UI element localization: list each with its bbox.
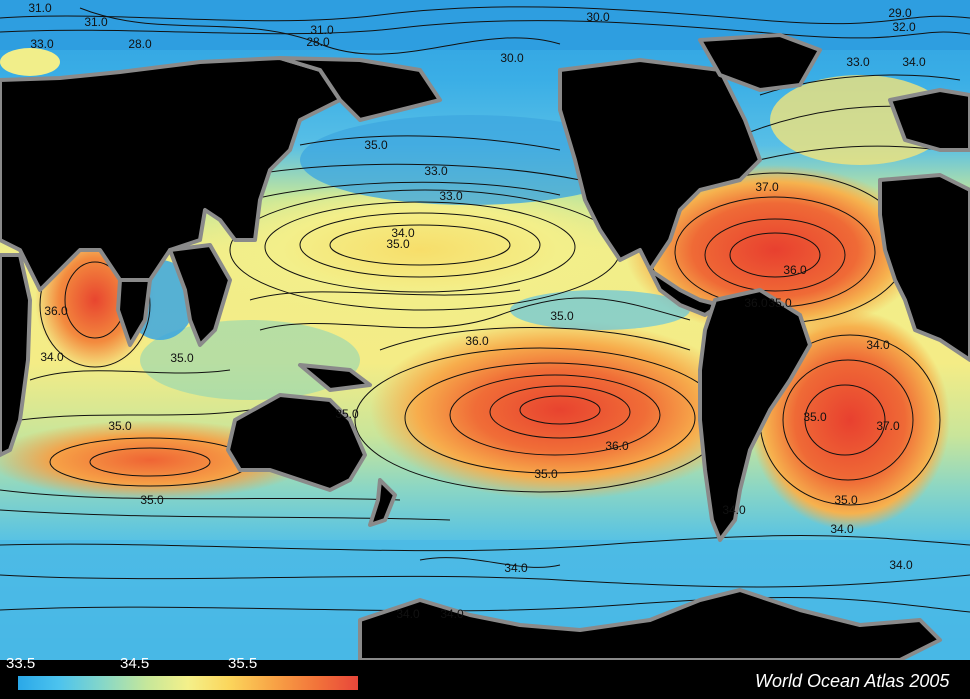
land-north-america xyxy=(558,58,762,272)
contour-label: 36.0 xyxy=(744,296,768,310)
land-india xyxy=(116,278,152,347)
contour-label: 35.0 xyxy=(140,493,164,507)
contour-label: 34.0 xyxy=(866,338,890,352)
contour-label: 35.0 xyxy=(768,296,792,310)
contour-label: 37.0 xyxy=(876,419,900,433)
land-antarctica xyxy=(358,588,942,662)
land-asia-east xyxy=(278,56,442,122)
contour-label: 34.0 xyxy=(504,561,528,575)
land-new-guinea xyxy=(298,363,372,392)
colorbar-tick: 33.5 xyxy=(6,655,35,672)
contour-label: 33.0 xyxy=(30,37,54,51)
contour-label: 34.0 xyxy=(40,350,64,364)
land-australia xyxy=(226,393,367,492)
colorbar-gradient xyxy=(18,676,358,690)
contour-label: 34.0 xyxy=(902,55,926,69)
contour-label: 35.0 xyxy=(364,138,388,152)
colorbar-tick: 35.5 xyxy=(228,655,257,672)
contour-label: 36.0 xyxy=(465,334,489,348)
contour-label: 33.0 xyxy=(846,55,870,69)
contour-label: 34.0 xyxy=(830,522,854,536)
contour-label: 35.0 xyxy=(108,419,132,433)
contour-label: 36.0 xyxy=(783,263,807,277)
contour-labels: 31.031.033.0 28.031.028.030.030.029.032.0… xyxy=(28,1,926,621)
contour-label: 35.0 xyxy=(386,237,410,251)
credit-text: World Ocean Atlas 2005 xyxy=(755,671,950,691)
land-new-zealand xyxy=(368,478,397,527)
contour-label: 36.0 xyxy=(605,439,629,453)
contour-label: 34.0 xyxy=(391,226,415,240)
contour-label: 35.0 xyxy=(834,493,858,507)
contour-label: 36.0 xyxy=(44,304,68,318)
contour-label: 30.0 xyxy=(500,51,524,65)
contour-label: 31.0 xyxy=(310,23,334,37)
contour-label: 31.0 xyxy=(28,1,52,15)
contour-label: 35.0 xyxy=(335,407,359,421)
land-se-asia xyxy=(168,243,232,347)
land-masses xyxy=(0,33,970,662)
contour-label: 37.0 xyxy=(755,180,779,194)
contour-label: 31.0 xyxy=(84,15,108,29)
land-greenland xyxy=(698,33,822,92)
land-europe xyxy=(888,88,970,152)
contour-label: 33.0 xyxy=(424,164,448,178)
land-south-america xyxy=(698,288,812,542)
colorbar-tick: 34.5 xyxy=(120,655,149,672)
contour-label: 30.0 xyxy=(586,10,610,24)
contour-label: 35.0 xyxy=(803,410,827,424)
contour-label: 34.0 xyxy=(722,503,746,517)
contour-label: 28.0 xyxy=(128,37,152,51)
land-africa-west xyxy=(0,253,32,457)
contour-label: 29.0 xyxy=(888,6,912,20)
contour-lines xyxy=(0,6,970,613)
contour-label: 33.0 xyxy=(439,189,463,203)
contour-label: 32.0 xyxy=(892,20,916,34)
contour-label: 35.0 xyxy=(170,351,194,365)
contour-label: 35.0 xyxy=(550,309,574,323)
land-africa-east xyxy=(878,173,970,362)
contour-label: 28.0 xyxy=(306,35,330,49)
contour-label: 34.0 xyxy=(889,558,913,572)
contour-label: 34.0 xyxy=(396,607,420,621)
contour-label: 35.0 xyxy=(534,467,558,481)
contour-label: 34.0 xyxy=(440,607,464,621)
